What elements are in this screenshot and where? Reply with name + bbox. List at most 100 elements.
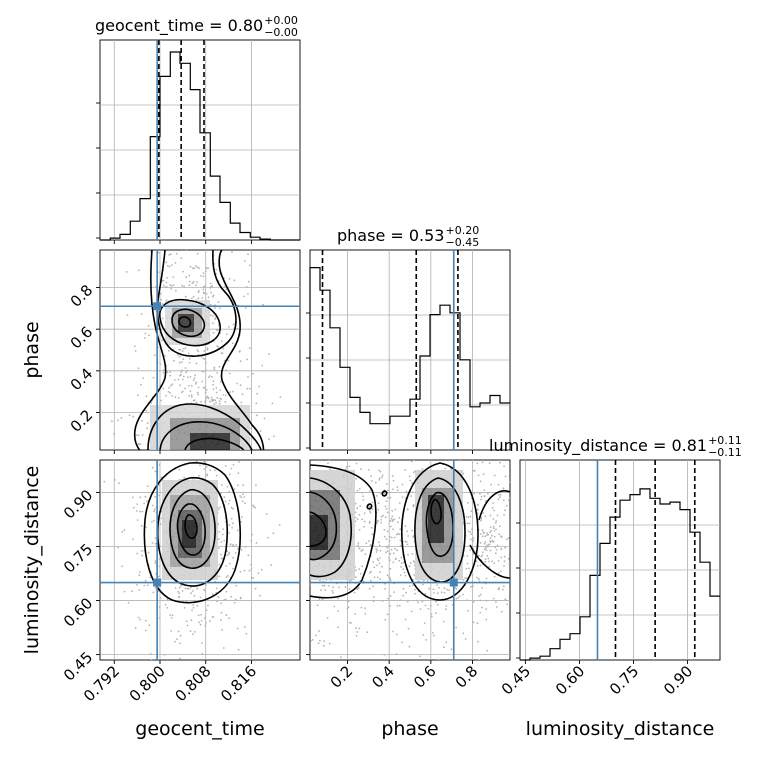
sample-point [386, 613, 389, 616]
sample-point [265, 513, 268, 515]
sample-point [421, 600, 424, 603]
sample-point [154, 286, 157, 288]
sample-point [376, 576, 379, 579]
sample-point [168, 254, 171, 256]
sample-point [228, 524, 231, 527]
sample-point [521, 545, 523, 547]
sample-point [221, 533, 224, 536]
sample-point [356, 631, 359, 633]
sample-point [523, 508, 525, 510]
sample-point [513, 504, 515, 506]
sample-point [283, 607, 285, 609]
sample-point [133, 345, 136, 348]
sample-point [128, 414, 131, 417]
sample-point [141, 510, 144, 513]
sample-point [195, 460, 198, 463]
sample-point [212, 294, 215, 297]
sample-point [147, 584, 149, 587]
sample-point [202, 286, 205, 289]
sample-point [225, 576, 228, 579]
sample-point [384, 551, 387, 554]
sample-point [184, 295, 187, 298]
sample-point [497, 560, 500, 562]
sample-point [356, 489, 359, 492]
sample-point [152, 591, 155, 594]
sample-point [245, 286, 248, 288]
sample-point [467, 609, 469, 612]
sample-point [126, 314, 129, 316]
x-tick-label: 0.60 [552, 662, 588, 698]
sample-point [177, 630, 180, 633]
sample-point [310, 600, 311, 602]
sample-point [399, 528, 402, 531]
sample-point [272, 537, 274, 539]
sample-point [161, 303, 164, 305]
sample-point [215, 451, 217, 453]
sample-point [358, 627, 361, 630]
sample-point [409, 479, 412, 482]
sample-point [301, 564, 303, 566]
sample-point [481, 554, 484, 557]
sample-point [169, 374, 171, 377]
sample-point [513, 587, 515, 589]
sample-point [398, 533, 401, 536]
sample-point [485, 618, 488, 621]
sample-point [250, 539, 253, 542]
sample-point [169, 284, 172, 286]
sample-point [317, 642, 320, 645]
sample-point [220, 541, 223, 543]
sample-point [309, 455, 311, 457]
sample-point [316, 434, 318, 436]
sample-point [203, 358, 206, 361]
sample-point [467, 530, 470, 533]
sample-point [497, 588, 500, 591]
x-tick-label: 0.4 [368, 662, 398, 692]
sample-point [392, 552, 395, 555]
sample-point [303, 551, 305, 553]
sample-point [469, 432, 471, 434]
sample-point [139, 496, 142, 499]
sample-point [402, 594, 405, 597]
sample-point [377, 559, 380, 562]
sample-point [158, 606, 161, 608]
sample-point [373, 566, 376, 569]
sample-point [296, 519, 298, 521]
sample-point [437, 603, 439, 606]
sample-point [220, 553, 222, 556]
sample-point [218, 365, 221, 368]
sample-point [215, 401, 218, 404]
sample-point [246, 387, 249, 390]
sample-point [195, 362, 198, 365]
sample-point [396, 486, 399, 488]
sample-point [318, 630, 321, 632]
sample-point [144, 332, 147, 335]
sample-point [498, 493, 500, 496]
sample-point [503, 555, 506, 558]
sample-point [427, 608, 430, 610]
sample-point [440, 443, 442, 445]
sample-point [491, 534, 493, 537]
sample-point [189, 376, 192, 378]
x-tick-label: 0.90 [660, 662, 696, 698]
sample-point [313, 414, 315, 416]
sample-point [488, 560, 490, 563]
sample-point [272, 493, 274, 495]
sample-point [506, 603, 508, 606]
sample-point [225, 452, 227, 454]
sample-point [492, 597, 495, 600]
sample-point [226, 554, 229, 557]
sample-point [504, 509, 506, 512]
sample-point [337, 597, 340, 600]
sample-point [212, 315, 214, 317]
sample-point [465, 516, 468, 518]
sample-point [493, 530, 496, 532]
sample-point [194, 383, 197, 385]
sample-point [183, 606, 186, 609]
sample-point [469, 531, 472, 533]
sample-point [363, 525, 365, 528]
sample-point [235, 543, 238, 546]
sample-point [277, 470, 279, 472]
sample-point [148, 624, 151, 627]
sample-point [383, 653, 386, 656]
